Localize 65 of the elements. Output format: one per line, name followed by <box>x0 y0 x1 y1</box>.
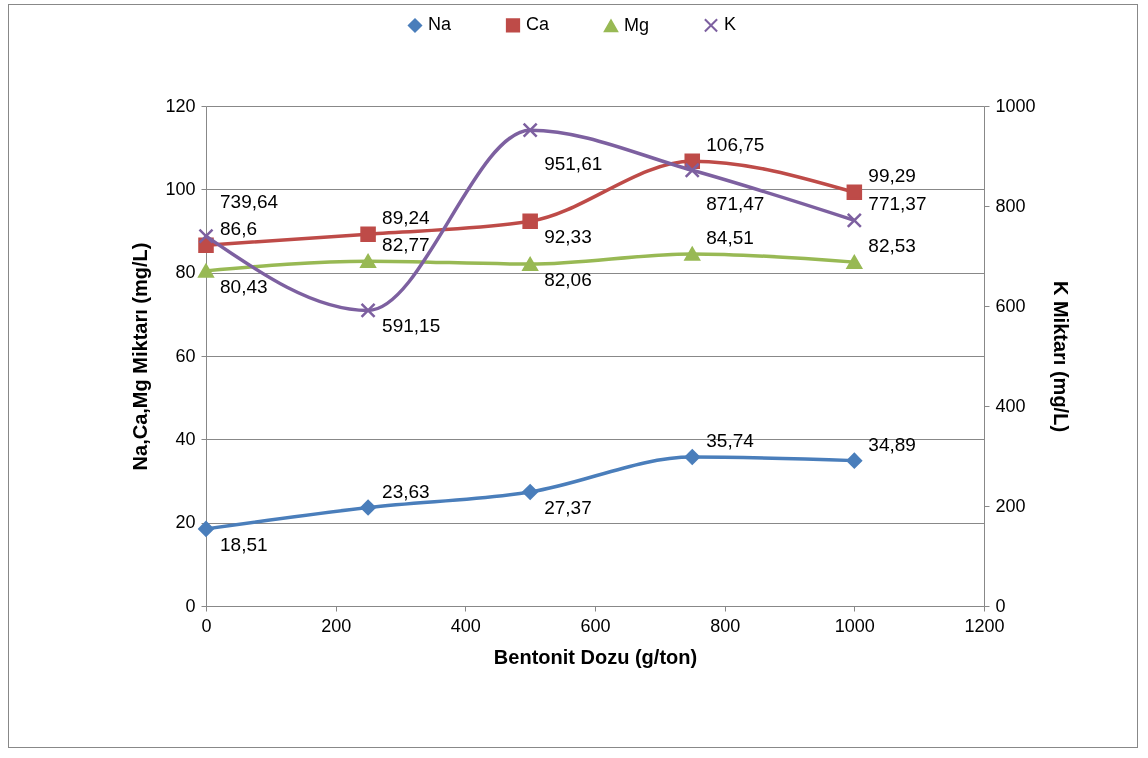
data-label: 27,37 <box>544 496 592 518</box>
legend-label: K <box>724 14 737 35</box>
point <box>684 162 701 179</box>
x-tick-label: 200 <box>321 615 352 636</box>
data-label: 106,75 <box>706 134 765 156</box>
y-tick-label: 100 <box>165 178 196 199</box>
data-label: 80,43 <box>220 275 268 297</box>
point <box>522 122 538 138</box>
point <box>684 246 701 261</box>
point <box>360 226 376 242</box>
data-label: 99,29 <box>868 165 916 187</box>
x-tick-label: 1200 <box>964 615 1005 636</box>
data-label: 89,24 <box>382 207 431 229</box>
point <box>360 302 376 319</box>
data-label: 591,15 <box>382 315 441 337</box>
point <box>684 449 701 465</box>
y-tick-label: 20 <box>175 512 196 533</box>
point <box>522 257 538 271</box>
data-label: 739,64 <box>220 191 279 213</box>
point <box>360 499 376 516</box>
point <box>360 254 376 269</box>
data-label: 34,89 <box>868 433 916 455</box>
data-label: 871,47 <box>706 193 765 215</box>
data-label: 18,51 <box>220 533 268 555</box>
data-label: 35,74 <box>706 430 755 452</box>
point <box>522 484 538 500</box>
data-label: 92,33 <box>544 226 592 248</box>
y2-tick-label: 1000 <box>995 95 1036 116</box>
data-label: 84,51 <box>706 226 754 248</box>
data-label: 951,61 <box>544 153 603 175</box>
y-tick-label: 0 <box>185 595 196 616</box>
point <box>846 452 863 469</box>
x-tick-label: 800 <box>710 615 741 636</box>
legend-label: Ca <box>526 14 550 35</box>
data-label: 23,63 <box>382 480 430 502</box>
point <box>198 521 214 537</box>
data-label: 771,37 <box>868 193 927 215</box>
y2-axis-title: K Miktarı (mg/L) <box>1049 280 1072 433</box>
y-tick-label: 80 <box>175 262 196 283</box>
legend-label: Na <box>428 14 452 35</box>
x-tick-label: 0 <box>201 615 212 636</box>
legend-label: Mg <box>624 14 650 35</box>
data-label: 82,06 <box>544 269 592 291</box>
y2-tick-label: 200 <box>995 495 1026 516</box>
point <box>846 212 863 229</box>
y2-tick-label: 400 <box>995 395 1026 416</box>
x-tick-label: 400 <box>450 615 481 636</box>
y-axis-title: Na,Ca,Mg Miktarı (mg/L) <box>129 242 152 471</box>
y-tick-label: 60 <box>175 345 196 366</box>
point <box>198 228 214 244</box>
data-label: 82,77 <box>382 234 430 256</box>
y2-tick-label: 0 <box>995 595 1006 616</box>
data-label: 82,53 <box>868 235 916 257</box>
point <box>846 184 863 201</box>
point <box>846 255 863 270</box>
y2-tick-label: 800 <box>995 195 1026 216</box>
data-label: 86,6 <box>220 218 257 240</box>
x-tick-label: 600 <box>580 615 611 636</box>
y2-tick-label: 600 <box>995 295 1026 316</box>
point <box>522 213 538 230</box>
point <box>198 263 214 278</box>
y-tick-label: 40 <box>175 428 196 449</box>
y-tick-label: 120 <box>165 95 196 116</box>
x-axis-title: Bentonit Dozu (g/ton) <box>493 645 698 668</box>
x-tick-label: 1000 <box>834 615 875 636</box>
